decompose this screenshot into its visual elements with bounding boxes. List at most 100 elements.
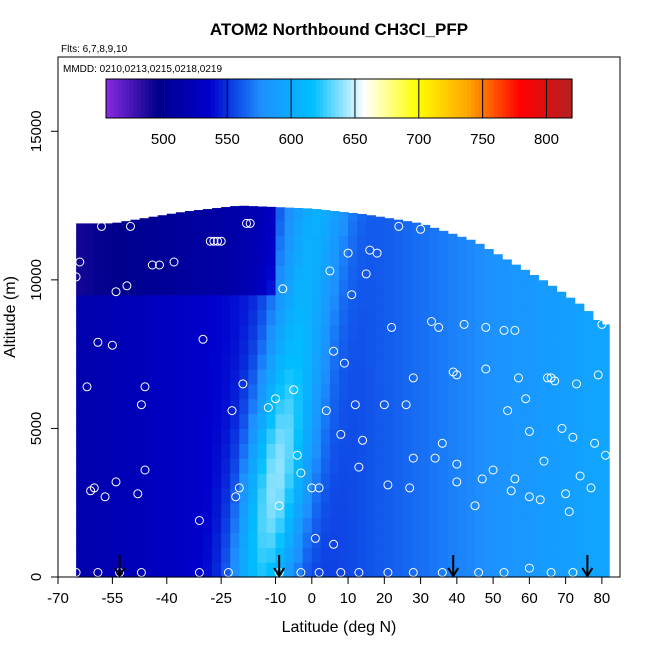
- field-cell: [438, 250, 449, 266]
- sample-point: [213, 236, 222, 246]
- field-cell: [112, 265, 123, 281]
- field-cell: [103, 369, 113, 385]
- field-cell: [239, 383, 249, 400]
- field-cell: [493, 339, 503, 355]
- field-cell: [212, 369, 222, 385]
- field-cell: [257, 487, 268, 504]
- field-cell: [502, 428, 512, 444]
- field-cell: [212, 339, 222, 355]
- field-cell: [275, 562, 286, 578]
- field-cell: [230, 473, 240, 489]
- field-cell: [266, 294, 277, 311]
- field-cell: [366, 473, 376, 489]
- field-cell: [212, 428, 222, 444]
- field-cell: [76, 428, 86, 444]
- field-cell: [148, 443, 159, 459]
- field-cell: [411, 502, 422, 519]
- sample-point: [263, 403, 273, 413]
- colorbar-segment: [168, 79, 173, 118]
- field-cell: [284, 279, 295, 296]
- field-cell: [447, 383, 458, 400]
- field-cell: [592, 502, 603, 519]
- field-cell: [266, 562, 277, 578]
- colorbar-segment: [210, 79, 216, 118]
- field-cell: [556, 294, 567, 311]
- field-cell: [157, 383, 168, 400]
- field-cell: [456, 458, 467, 474]
- field-cell: [311, 502, 322, 519]
- field-cell: [239, 339, 249, 355]
- field-cell: [502, 413, 512, 430]
- field-cell: [76, 398, 86, 415]
- field-cell: [166, 517, 177, 534]
- field-cell: [103, 532, 113, 548]
- field-cell: [311, 443, 322, 459]
- field-cell: [311, 250, 322, 266]
- field-cell: [429, 398, 440, 415]
- field-cell: [212, 354, 222, 370]
- field-cell: [493, 473, 503, 489]
- field-cell: [366, 324, 376, 340]
- field-cell: [375, 517, 385, 534]
- field-cell: [257, 413, 268, 430]
- field-cell: [275, 294, 286, 311]
- field-cell: [538, 354, 549, 370]
- field-cell: [547, 398, 558, 415]
- field-cell: [166, 354, 177, 370]
- field-cell: [175, 220, 186, 236]
- field-cell: [583, 383, 594, 400]
- field-cell: [175, 443, 186, 459]
- field-cell: [175, 383, 186, 400]
- field-cell: [339, 428, 349, 444]
- field-cell: [85, 413, 95, 430]
- colorbar-segment: [529, 79, 534, 118]
- field-cell: [239, 517, 249, 534]
- colorbar-segment: [272, 79, 278, 118]
- field-cell: [302, 413, 313, 430]
- field-cell: [502, 279, 512, 296]
- field-cell: [474, 517, 485, 534]
- field-cell: [511, 354, 521, 370]
- field-cell: [284, 369, 295, 385]
- field-cell: [311, 398, 322, 415]
- field-cell: [166, 324, 177, 340]
- field-cell: [438, 265, 449, 281]
- field-cell: [429, 354, 440, 370]
- field-cell: [139, 294, 150, 311]
- field-cell: [601, 547, 610, 563]
- field-cell: [266, 309, 277, 326]
- field-cell: [474, 428, 485, 444]
- field-cell: [148, 532, 159, 548]
- field-cell: [375, 443, 385, 459]
- field-cell: [85, 235, 95, 251]
- sample-point: [347, 290, 357, 300]
- field-cell: [175, 354, 186, 370]
- field-cell: [556, 398, 567, 415]
- field-cell: [438, 487, 449, 504]
- field-cell: [94, 532, 104, 548]
- field-cell: [348, 428, 358, 444]
- x-tick-label: -25: [210, 590, 232, 607]
- field-cell: [230, 294, 240, 311]
- field-cell: [592, 383, 603, 400]
- sample-point: [89, 483, 99, 493]
- field-cell: [266, 250, 277, 266]
- field-cell: [320, 502, 331, 519]
- field-cell: [239, 428, 249, 444]
- field-cell: [384, 547, 394, 563]
- colorbar-segment: [544, 79, 550, 118]
- field-cell: [456, 369, 467, 385]
- field-cell: [94, 369, 104, 385]
- field-cell: [429, 562, 440, 578]
- field-cell: [565, 487, 576, 504]
- field-cell: [203, 339, 213, 355]
- field-cell: [366, 294, 376, 311]
- field-cell: [293, 369, 304, 385]
- field-cell: [293, 309, 304, 326]
- field-cell: [366, 339, 376, 355]
- field-cell: [484, 413, 494, 430]
- field-cell: [438, 369, 449, 385]
- field-cell: [384, 235, 394, 251]
- field-cell: [203, 309, 213, 326]
- field-cell: [601, 413, 610, 430]
